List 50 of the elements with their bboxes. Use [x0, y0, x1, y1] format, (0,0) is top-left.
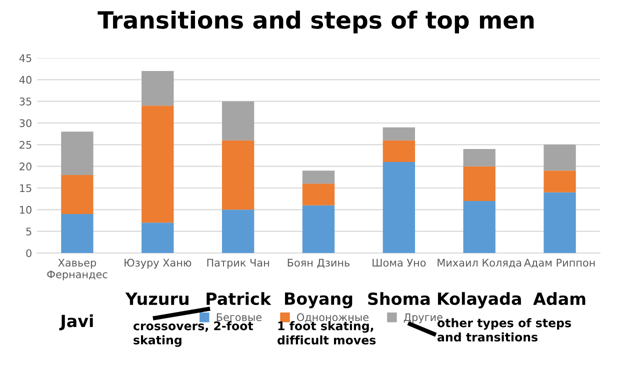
- text: 1 foot skating, difficult moves: [278, 321, 376, 345]
- y-tick-label: 0: [26, 249, 32, 258]
- text: Adam: [533, 292, 586, 306]
- bar: [302, 170, 335, 184]
- y-tick-label: 5: [26, 228, 32, 236]
- text: Yuzuru: [125, 292, 188, 306]
- x-tick-label: Михаил Коляда: [438, 258, 522, 268]
- y-tick-label: 20: [20, 162, 32, 170]
- y-tick-label: 30: [20, 119, 32, 128]
- bar: [302, 184, 335, 206]
- x-tick-label: Юзуру Ханю: [124, 258, 192, 269]
- bar: [61, 175, 94, 214]
- y-tick-label: 25: [20, 140, 32, 149]
- bar: [142, 222, 174, 253]
- chart-title: Transitions and steps of top men: [98, 10, 534, 34]
- y-tick-label: 35: [20, 98, 32, 106]
- x-tick-label: Хавьер Фернандес: [47, 258, 108, 280]
- bar: [382, 127, 416, 140]
- bar: [382, 140, 416, 162]
- y-tick-label: 45: [19, 54, 32, 62]
- text: Kolayada: [438, 292, 521, 308]
- legend-label: Одноножные: [297, 313, 368, 322]
- x-tick-label: Адам Риппон: [524, 258, 595, 268]
- legend-label: Беговые: [216, 313, 262, 322]
- bar: [544, 144, 576, 171]
- text: Patrick: [206, 292, 272, 306]
- bar: [142, 71, 174, 106]
- bar: [544, 170, 576, 192]
- x-tick-label: Патрик Чан: [207, 258, 269, 269]
- bar: [463, 149, 496, 166]
- bar: [222, 210, 254, 253]
- bar: [302, 205, 335, 253]
- x-tick-label: Боян Дзинь: [288, 258, 350, 268]
- text: Javi: [59, 314, 93, 330]
- text: crossovers, 2-foot skating: [134, 321, 254, 347]
- text: Boyang: [285, 292, 352, 308]
- text: Shoma: [368, 292, 430, 306]
- bar: [61, 214, 94, 253]
- bar: [222, 140, 254, 210]
- bar: [61, 132, 94, 175]
- bar: [142, 106, 174, 223]
- bar: [463, 166, 496, 201]
- bar: [463, 201, 496, 253]
- bar: [222, 101, 254, 140]
- x-tick-label: Шома Уно: [372, 258, 426, 267]
- y-tick-label: 40: [19, 76, 32, 84]
- bar: [544, 192, 576, 253]
- y-tick-label: 15: [20, 184, 32, 192]
- bar: [382, 162, 416, 253]
- y-tick-label: 10: [20, 206, 32, 214]
